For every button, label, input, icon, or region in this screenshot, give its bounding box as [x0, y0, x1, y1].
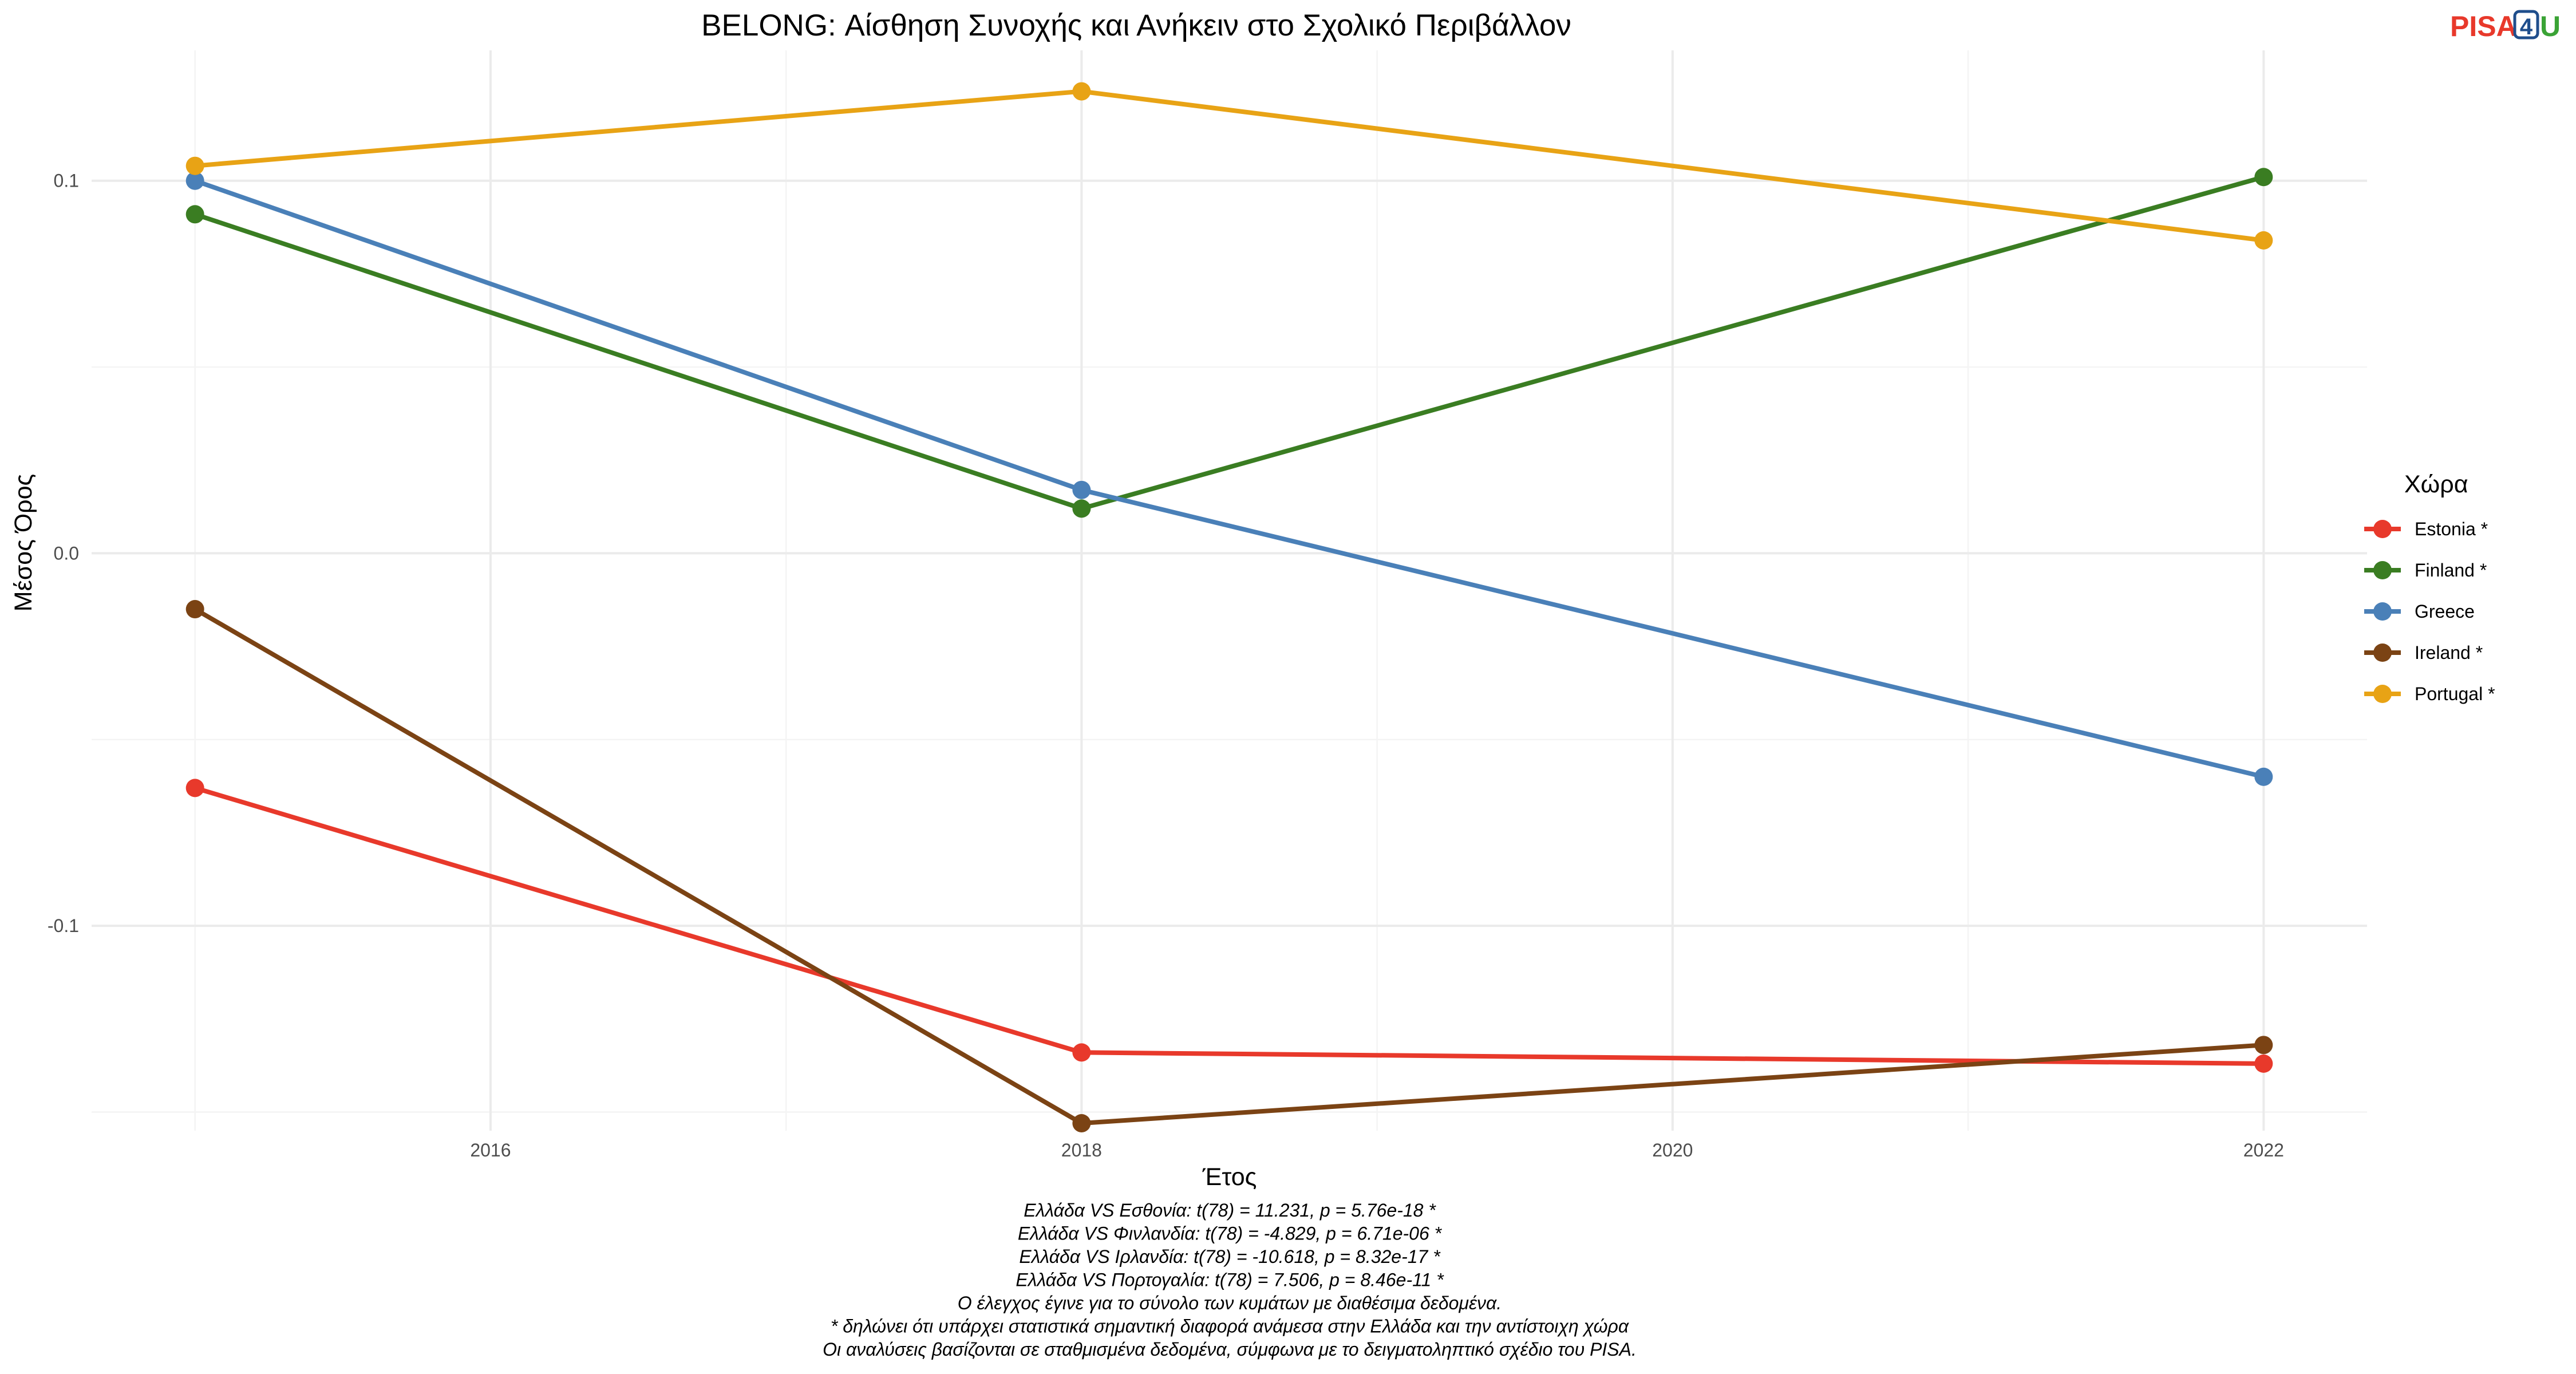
y-tick-label: 0.1	[54, 171, 79, 191]
data-point	[185, 171, 204, 190]
data-point	[1072, 82, 1091, 101]
legend-label: Portugal *	[2415, 684, 2495, 704]
plot-grid	[92, 50, 2367, 1131]
caption-line: Οι αναλύσεις βασίζονται σε σταθμισμένα δ…	[823, 1339, 1637, 1360]
logo-text-number: 4	[2520, 14, 2533, 40]
logo-text-left: PISA	[2450, 10, 2517, 42]
plot-series	[185, 82, 2273, 1132]
x-tick-label: 2016	[470, 1140, 511, 1160]
legend-key-point	[2373, 602, 2392, 621]
y-tick-label: 0.0	[54, 543, 79, 563]
logo: PISA 4 U	[2450, 10, 2561, 42]
caption-line: Ο έλεγχος έγινε για το σύνολο των κυμάτω…	[958, 1293, 1502, 1313]
caption-line: Ελλάδα VS Εσθονία: t(78) = 11.231, p = 5…	[1024, 1200, 1436, 1221]
legend-label: Estonia *	[2415, 519, 2488, 539]
data-point	[2254, 231, 2273, 250]
caption-line: Ελλάδα VS Ιρλανδία: t(78) = -10.618, p =…	[1019, 1246, 1441, 1267]
data-point	[1072, 499, 1091, 518]
y-tick-label: -0.1	[48, 915, 79, 936]
data-point	[2254, 1054, 2273, 1073]
x-axis-title: Έτος	[1202, 1163, 1257, 1191]
legend-title: Χώρα	[2404, 471, 2468, 498]
data-point	[1072, 1043, 1091, 1062]
data-point	[185, 600, 204, 619]
x-tick-label: 2018	[1061, 1140, 1102, 1160]
chart-title: BELONG: Αίσθηση Συνοχής και Ανήκειν στο …	[701, 9, 1571, 42]
data-point	[185, 779, 204, 797]
data-point	[185, 156, 204, 175]
caption: Ελλάδα VS Εσθονία: t(78) = 11.231, p = 5…	[823, 1200, 1637, 1360]
data-point	[185, 205, 204, 224]
x-tick-label: 2022	[2243, 1140, 2284, 1160]
legend-key-point	[2373, 520, 2392, 538]
series-line	[192, 89, 2266, 243]
caption-line: * δηλώνει ότι υπάρχει στατιστικά σημαντι…	[831, 1316, 1629, 1337]
legend-label: Ireland *	[2415, 642, 2483, 663]
data-point	[1072, 480, 1091, 499]
data-point	[2254, 168, 2273, 187]
logo-number-box	[2513, 10, 2539, 40]
logo-text-right: U	[2540, 10, 2561, 42]
legend-key-point	[2373, 643, 2392, 662]
plot-axes: 2016 2018 2020 2022 -0.1 0.0 0.1	[48, 171, 2284, 1160]
data-point	[1072, 1114, 1091, 1132]
legend-label: Finland *	[2415, 560, 2487, 581]
data-point	[2254, 1036, 2273, 1055]
x-tick-label: 2020	[1652, 1140, 1693, 1160]
legend: Χώρα Estonia * Finland * Greece Ireland * Po…	[2364, 471, 2495, 704]
data-point	[2254, 767, 2273, 786]
caption-line: Ελλάδα VS Πορτογαλία: t(78) = 7.506, p =…	[1016, 1270, 1444, 1290]
y-axis-title: Μέσος Όρος	[10, 474, 37, 612]
series-line	[192, 175, 2266, 511]
series-line	[192, 607, 2266, 1126]
legend-label: Greece	[2415, 601, 2475, 622]
legend-key-point	[2373, 685, 2392, 703]
legend-key-point	[2373, 561, 2392, 579]
series-line	[192, 178, 2266, 779]
caption-line: Ελλάδα VS Φινλανδία: t(78) = -4.829, p =…	[1018, 1223, 1443, 1244]
